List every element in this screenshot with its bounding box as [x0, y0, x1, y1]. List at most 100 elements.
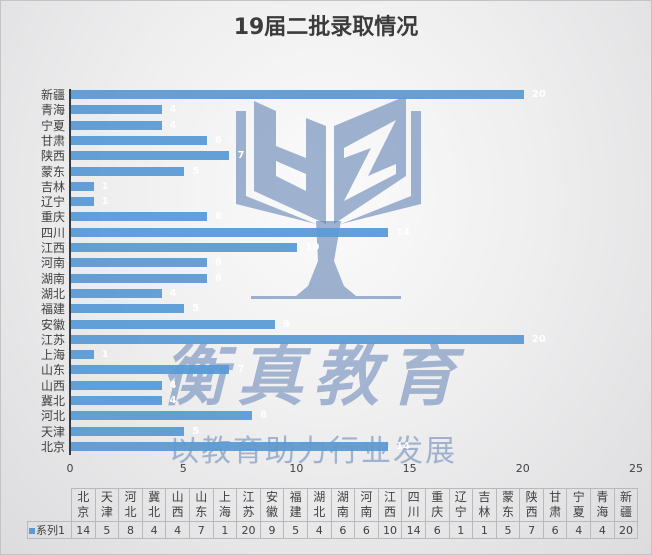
- category-char-top: 湖: [336, 490, 349, 504]
- x-tick-label: 0: [66, 462, 74, 475]
- bar: [71, 151, 230, 161]
- category-char-bottom: 南: [360, 505, 373, 519]
- data-table-value: 1: [212, 521, 238, 539]
- bar: [71, 304, 185, 314]
- data-label: 7: [237, 150, 245, 162]
- data-table-category: 湖南: [330, 488, 356, 522]
- legend-square-icon: [29, 528, 35, 534]
- category-char-top: 宁: [572, 490, 585, 504]
- category-char-top: 四: [407, 490, 420, 504]
- bar: [71, 396, 162, 405]
- data-label: 1: [101, 180, 109, 192]
- category-char-bottom: 夏: [572, 505, 585, 519]
- bar: [71, 135, 207, 145]
- data-label: 14: [395, 440, 410, 452]
- category-char-top: 辽: [454, 490, 467, 504]
- data-table-value: 1: [472, 521, 497, 539]
- bar: [71, 411, 253, 421]
- category-label: 山西: [40, 378, 65, 393]
- category-char-bottom: 肃: [549, 505, 562, 519]
- category-char-top: 河: [360, 490, 373, 504]
- category-label: 北京: [40, 439, 65, 454]
- watermark-slogan: 以教育助力行业发展: [169, 434, 457, 469]
- category-label: 上海: [40, 348, 65, 363]
- plot-area: 新疆 20 青海 4 宁夏 4 甘肃 6 陕西 7 蒙东 5 吉林 1 辽宁 1 重庆 6 四川 14 江西 10 河南 6 湖…: [1, 1, 652, 475]
- category-label: 辽宁: [40, 195, 65, 210]
- category-char-bottom: 东: [501, 505, 514, 519]
- data-table-category: 江西: [377, 488, 403, 522]
- x-tick-label: 25: [629, 462, 643, 475]
- data-label: 6: [214, 211, 222, 223]
- data-table-category: 福建: [283, 488, 308, 522]
- data-table-value: 6: [354, 521, 379, 539]
- data-label: 4: [169, 379, 177, 391]
- category-char-bottom: 海: [596, 505, 609, 519]
- category-char-bottom: 京: [77, 505, 90, 519]
- data-table-value: 1: [448, 521, 474, 539]
- data-table-category: 安徽: [259, 488, 285, 522]
- category-char-top: 上: [218, 490, 231, 504]
- chart-title: 19届二批录取情况: [233, 15, 419, 40]
- bar: [71, 120, 162, 130]
- bar: [71, 380, 162, 390]
- data-table-category: 上海: [212, 488, 238, 522]
- data-table-value: 6: [424, 521, 450, 539]
- category-char-bottom: 海: [218, 505, 231, 519]
- data-label: 5: [192, 425, 200, 437]
- data-table-value: 4: [165, 521, 190, 539]
- data-table-row: 系列1 14 5 8 4 4 7 1 20 9 5 4 6 6 10 14 6 1 1 5 7 6 4 4 20: [27, 521, 639, 539]
- data-table-category: 陕西: [519, 488, 544, 522]
- data-table-category: 四川: [401, 488, 426, 522]
- category-char-top: 天: [100, 490, 113, 504]
- data-table-category: 青海: [590, 488, 615, 522]
- category-char-bottom: 北: [148, 505, 161, 519]
- data-table-category: 蒙东: [495, 488, 521, 522]
- category-char-top: 新: [619, 490, 632, 504]
- category-label: 四川: [40, 225, 65, 240]
- data-table-category: 北京: [71, 488, 96, 522]
- data-label: 20: [531, 89, 546, 100]
- category-char-top: 湖: [313, 490, 326, 504]
- bar: [71, 212, 207, 222]
- bar: [71, 350, 94, 360]
- category-char-bottom: 林: [478, 505, 491, 519]
- data-table-value: 4: [141, 521, 167, 539]
- category-char-bottom: 西: [171, 505, 184, 519]
- data-label: 8: [260, 410, 268, 422]
- category-char-bottom: 徽: [266, 505, 279, 519]
- y-axis-line: [69, 89, 71, 455]
- category-label: 甘肃: [40, 133, 65, 148]
- data-table-corner: [27, 488, 72, 522]
- data-table-category: 冀北: [141, 488, 167, 522]
- bar: [71, 181, 94, 191]
- data-table-category: 宁夏: [566, 488, 592, 522]
- category-label: 重庆: [40, 210, 65, 225]
- category-char-bottom: 西: [525, 505, 538, 519]
- bar: [71, 258, 207, 268]
- data-table-category: 辽宁: [448, 488, 474, 522]
- data-label: 10: [305, 242, 320, 253]
- data-label: 6: [214, 134, 222, 146]
- data-table-category: 吉林: [472, 488, 497, 522]
- data-table-value: 7: [188, 521, 214, 539]
- data-table-value: 14: [71, 521, 96, 539]
- category-char-bottom: 建: [289, 505, 302, 519]
- bar: [71, 227, 388, 237]
- bar: [71, 105, 162, 115]
- data-table-value: 20: [613, 521, 639, 539]
- x-tick-label: 20: [515, 462, 530, 475]
- data-label: 1: [101, 196, 109, 208]
- category-char-top: 江: [242, 490, 255, 504]
- category-char-bottom: 西: [384, 505, 397, 519]
- data-table-value: 6: [542, 521, 568, 539]
- bar: [71, 166, 185, 176]
- x-tick-label: 10: [289, 462, 304, 475]
- data-label: 6: [214, 272, 222, 284]
- category-char-top: 冀: [148, 490, 161, 504]
- category-label: 新疆: [40, 88, 65, 102]
- data-table-category: 山西: [165, 488, 190, 522]
- data-table-category: 湖北: [306, 488, 332, 522]
- category-char-top: 山: [195, 490, 208, 504]
- category-char-top: 河: [124, 490, 137, 504]
- bar: [71, 243, 298, 252]
